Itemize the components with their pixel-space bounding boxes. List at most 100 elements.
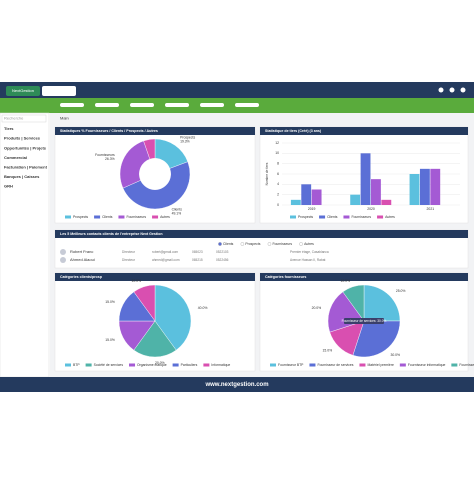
legend-label: Clients (102, 215, 113, 219)
avatar (60, 249, 66, 255)
slice-label: 30.0% (390, 353, 400, 357)
slice-label: 19.3% (180, 140, 190, 144)
pill[interactable] (200, 103, 224, 107)
y-tick-label: 4 (277, 182, 279, 186)
menu-item[interactable]: GRH (4, 184, 13, 189)
legend-label: Autres (385, 215, 395, 219)
legend-label: Fournisseurs (126, 215, 146, 219)
pie-slice (133, 284, 156, 322)
pie-slice (122, 161, 191, 210)
top-bar (0, 82, 474, 98)
pill[interactable] (165, 103, 189, 107)
legend-swatch (399, 363, 406, 367)
brand-tab[interactable] (6, 86, 40, 96)
pill[interactable] (130, 103, 154, 107)
legend-swatch (377, 215, 384, 219)
footer-bar (0, 377, 474, 392)
slice-name: Clients (172, 207, 183, 211)
menu-item[interactable]: Tiers (4, 126, 14, 131)
menu-item[interactable]: Opportunités | Projets (4, 145, 47, 150)
panel-title: Catégories clients/prosp (60, 275, 103, 279)
panel-title: Les 5 Meilleurs contacts clients de l'en… (60, 232, 163, 236)
radio[interactable] (299, 242, 303, 246)
legend-swatch (343, 215, 350, 219)
panel-header (55, 127, 255, 135)
contact-cell: 0522103 (216, 250, 229, 254)
pie-slice (342, 284, 365, 322)
bar (290, 199, 301, 205)
contact-cell: 0522456 (216, 258, 229, 262)
slice-label: 15.0% (323, 349, 333, 353)
avatar (60, 257, 66, 263)
icon[interactable] (460, 87, 466, 93)
contact-cell: robert@gmail.com (152, 250, 178, 254)
legend-label: Organisme étatique (137, 363, 167, 367)
radio[interactable] (267, 242, 272, 246)
pie-slice (143, 138, 156, 160)
icon[interactable] (438, 87, 444, 93)
menu-item[interactable]: Banques | Caisses (4, 174, 40, 179)
contact-cell: 065023 (192, 250, 203, 254)
legend-label: Fournisseur de services (317, 363, 353, 367)
y-tick-label: 6 (277, 172, 279, 176)
menu-item[interactable]: Produits | Services (4, 136, 41, 141)
pill[interactable] (235, 103, 259, 107)
bar (430, 168, 441, 205)
panel-header (260, 273, 468, 281)
search-placeholder: Recherche (4, 116, 24, 121)
legend-swatch (118, 215, 125, 219)
legend-label: Informatique (211, 363, 230, 367)
menu-item[interactable]: Facturation | Paiement (4, 164, 48, 169)
slice-label: 49.1% (172, 211, 182, 215)
icon[interactable] (449, 87, 455, 93)
y-tick-label: 2 (277, 193, 279, 197)
bar (419, 168, 430, 205)
radio[interactable] (218, 242, 222, 246)
legend-swatch (309, 363, 316, 367)
legend-swatch (152, 215, 159, 219)
contact-cell: Directeur (122, 258, 136, 262)
legend-swatch (172, 363, 179, 367)
breadcrumb: Main (60, 116, 69, 121)
pie-slice (352, 320, 401, 358)
contact-cell: Premier étage, Casablanca (290, 250, 329, 254)
contact-cell: ahmed@gmail.com (152, 258, 180, 262)
legend-swatch (129, 363, 136, 367)
search-box[interactable] (1, 114, 47, 123)
x-tick-label: 2021 (427, 207, 435, 211)
slice-name: Fournisseurs (95, 153, 115, 157)
contact-cell[interactable]: Robert Franc (70, 249, 93, 254)
slice-label: 20.0% (155, 361, 165, 365)
filter-label: Fournisseurs (272, 242, 292, 246)
legend-label: Autres (160, 215, 170, 219)
legend-swatch (65, 215, 71, 219)
pill[interactable] (60, 103, 84, 107)
y-tick-label: 12 (275, 141, 279, 145)
footer-url: www.nextgestion.com (204, 382, 268, 388)
legend-swatch (451, 363, 458, 367)
panel-header (55, 273, 255, 281)
menu-item[interactable]: Commercial (4, 155, 27, 160)
panel-header (55, 230, 468, 238)
legend-swatch (270, 363, 276, 367)
slice-label: 15.0% (105, 300, 115, 304)
contact-cell[interactable]: Ahmed Alaoui (70, 257, 95, 262)
bar (350, 194, 361, 205)
slice-label: 25.0% (396, 289, 406, 293)
bar (311, 189, 322, 205)
radio[interactable] (240, 242, 245, 246)
tab[interactable] (42, 86, 76, 96)
pill[interactable] (95, 103, 119, 107)
pie-slice (363, 284, 401, 322)
panel-title: Statistique de tiers (Créé) (3 ans) (265, 129, 322, 133)
contact-cell: Avenue Hassan II, Rabat (290, 258, 325, 262)
y-tick-label: 8 (277, 162, 279, 166)
legend-label: Fournisseurs (351, 215, 371, 219)
contact-cell: 065215 (192, 258, 203, 262)
bar (381, 199, 392, 205)
bar (360, 153, 371, 205)
filter-label: Prospects (245, 242, 260, 246)
slice-label: 26.3% (105, 157, 115, 161)
